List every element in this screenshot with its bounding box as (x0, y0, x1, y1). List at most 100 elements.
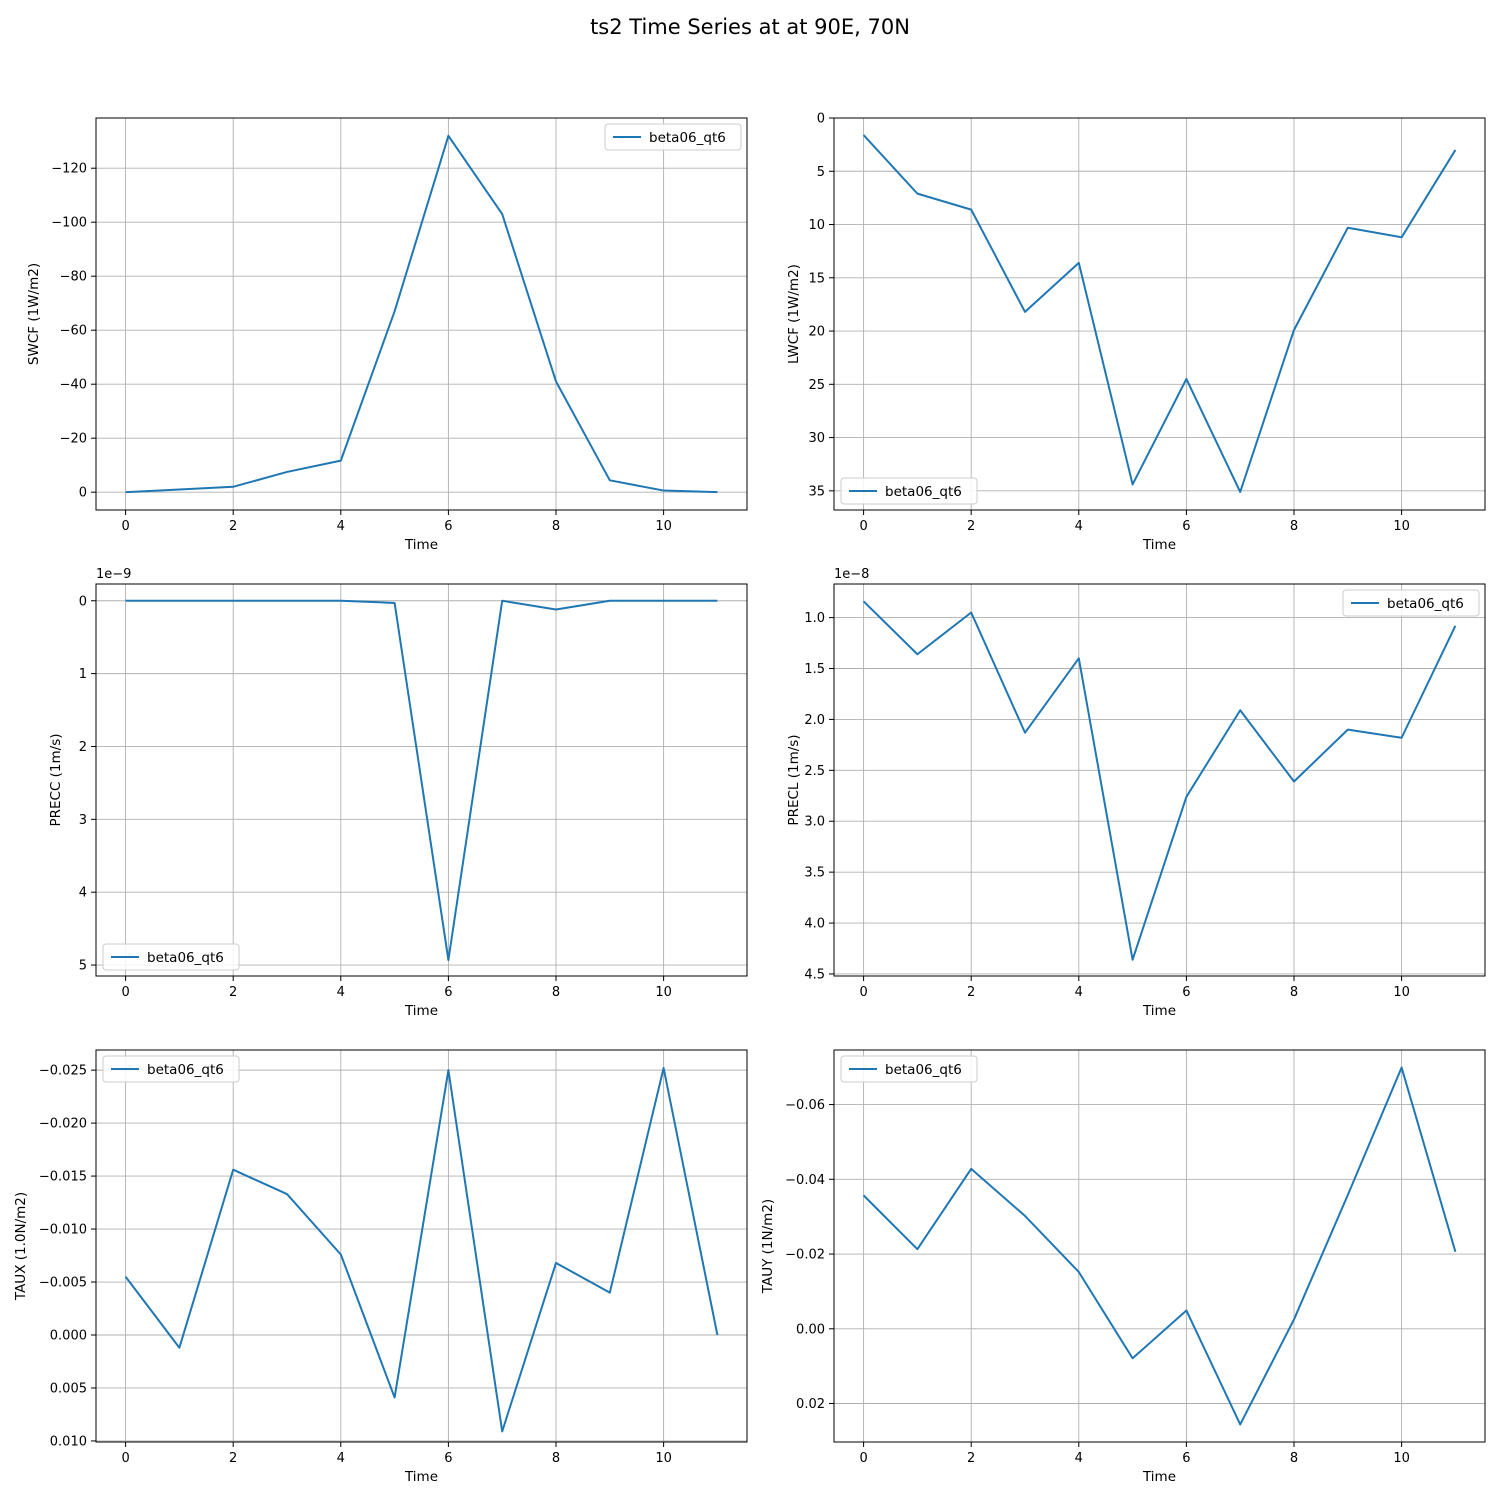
x-tick-label: 10 (1393, 1451, 1410, 1466)
legend: beta06_qt6 (604, 123, 742, 151)
x-tick-label: 0 (121, 1451, 129, 1466)
x-tick-label: 10 (1393, 985, 1410, 1000)
y-tick-label: 4.0 (804, 917, 825, 932)
series-line (125, 134, 718, 494)
subplot-2: 0 2 4 6 8 10 0 5 10 15 20 25 30 35 Time LWCF (1W/m2) bet… (786, 112, 1486, 553)
legend: beta06_qt6 (840, 477, 978, 505)
legend: beta06_qt6 (102, 1055, 240, 1083)
x-tick-label: 4 (1075, 1451, 1083, 1466)
x-tick-label: 2 (967, 1451, 975, 1466)
legend-label: beta06_qt6 (147, 950, 224, 966)
y-tick-label: −0.015 (39, 1170, 87, 1185)
y-tick-label: 5 (79, 959, 87, 974)
axes-frame (95, 117, 748, 511)
y-tick-label: 25 (808, 378, 825, 393)
x-axis-label: Time (404, 1003, 438, 1019)
y-tick-label: 30 (808, 431, 825, 446)
y-offset-label: 1e−9 (96, 567, 131, 582)
x-tick-label: 2 (967, 519, 975, 534)
legend-frame (604, 123, 742, 151)
y-tick-label: −0.04 (785, 1173, 825, 1188)
y-tick-label: −40 (60, 378, 87, 393)
series-line (125, 599, 718, 961)
y-tick-label: 3 (79, 813, 87, 828)
y-tick-label: 0.010 (50, 1434, 87, 1449)
y-tick-label: −120 (51, 162, 87, 177)
y-tick-label: 0.02 (796, 1397, 825, 1412)
y-tick-label: 1.5 (804, 662, 825, 677)
legend: beta06_qt6 (840, 1055, 978, 1083)
x-axis-label: Time (404, 537, 438, 553)
x-tick-label: 8 (1290, 1451, 1298, 1466)
y-tick-label: −0.005 (39, 1276, 87, 1291)
x-tick-label: 10 (655, 985, 672, 1000)
x-tick-label: 0 (121, 985, 129, 1000)
y-tick-label: −0.020 (39, 1117, 87, 1132)
y-tick-label: 4.5 (804, 967, 825, 982)
legend: beta06_qt6 (1342, 589, 1480, 617)
legend-label: beta06_qt6 (649, 130, 726, 146)
y-tick-label: 3.5 (804, 866, 825, 881)
y-tick-label: 0.000 (50, 1328, 87, 1343)
legend-frame (102, 1055, 240, 1083)
x-tick-label: 0 (121, 519, 129, 534)
x-axis-label: Time (404, 1469, 438, 1485)
x-tick-label: 8 (552, 1451, 560, 1466)
series-line (124, 1067, 719, 1433)
x-axis-label: Time (1142, 1003, 1176, 1019)
x-tick-label: 0 (859, 985, 867, 1000)
x-tick-label: 6 (444, 985, 452, 1000)
legend-frame (840, 477, 978, 505)
y-tick-label: 0.005 (50, 1381, 87, 1396)
x-tick-label: 10 (1393, 519, 1410, 534)
legend-frame (840, 1055, 978, 1083)
y-tick-label: 35 (808, 484, 825, 499)
legend-frame (102, 943, 240, 971)
y-tick-label: 4 (79, 886, 87, 901)
y-tick-label: 0.00 (796, 1322, 825, 1337)
x-tick-label: 6 (1182, 985, 1190, 1000)
x-tick-label: 2 (967, 985, 975, 1000)
x-tick-label: 10 (655, 519, 672, 534)
y-tick-label: −0.025 (39, 1064, 87, 1079)
x-tick-label: 4 (337, 519, 345, 534)
y-tick-label: −0.02 (785, 1248, 825, 1263)
x-tick-label: 4 (337, 1451, 345, 1466)
x-tick-label: 10 (655, 1451, 672, 1466)
x-tick-label: 4 (1075, 519, 1083, 534)
y-tick-label: 1 (79, 667, 87, 682)
subplot-4: 0 2 4 6 8 10 1.0 1.5 2.0 2.5 3.0 3.5 4.0 4.5 Time PRECL… (786, 567, 1486, 1019)
y-tick-label: 0 (79, 594, 87, 609)
y-axis-label: TAUX (1.0N/m2) (13, 1192, 29, 1301)
x-tick-label: 2 (229, 519, 237, 534)
y-tick-label: 0 (817, 112, 825, 127)
x-axis-label: Time (1142, 537, 1176, 553)
x-tick-label: 2 (229, 1451, 237, 1466)
y-tick-label: −20 (60, 432, 87, 447)
x-tick-label: 8 (552, 985, 560, 1000)
y-tick-label: 1.0 (804, 611, 825, 626)
y-tick-label: 3.0 (804, 815, 825, 830)
y-offset-label: 1e−8 (834, 567, 869, 582)
y-axis-label: TAUY (1N/m2) (760, 1199, 776, 1294)
legend-label: beta06_qt6 (147, 1062, 224, 1078)
series-line (862, 600, 1457, 961)
legend-label: beta06_qt6 (1387, 596, 1464, 612)
x-tick-label: 6 (1182, 1451, 1190, 1466)
y-axis-label: PRECL (1m/s) (786, 734, 802, 825)
y-tick-label: −0.06 (785, 1098, 825, 1113)
figure-title: ts2 Time Series at at 90E, 70N (590, 15, 910, 39)
y-tick-label: −100 (51, 216, 87, 231)
legend-frame (1342, 589, 1480, 617)
axes-frame (833, 583, 1486, 977)
x-tick-label: 6 (1182, 519, 1190, 534)
axes-frame (833, 117, 1486, 511)
subplot-6: 0 2 4 6 8 10 −0.06 −0.04 −0.02 0.00 0.02 Time TAUY (… (760, 1049, 1486, 1485)
y-tick-label: 10 (808, 218, 825, 233)
x-tick-label: 0 (859, 1451, 867, 1466)
axes-frame (95, 1049, 748, 1443)
series-line (862, 134, 1457, 493)
y-tick-label: 5 (817, 165, 825, 180)
x-tick-label: 4 (337, 985, 345, 1000)
